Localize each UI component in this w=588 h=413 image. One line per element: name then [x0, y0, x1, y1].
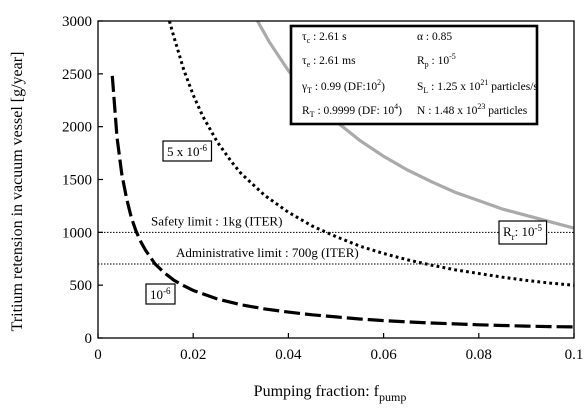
x-tick-label-3: 0.06 — [370, 347, 397, 363]
parameter-value: : 2.61 s — [310, 31, 347, 43]
series-line-1 — [167, 21, 574, 287]
parameter-tail: particles — [485, 105, 527, 117]
parameter-symbol: α — [417, 31, 423, 43]
x-tick-label-1: 0.02 — [180, 347, 206, 363]
parameter-value: : 2.61 ms — [310, 55, 356, 67]
series-label-name: 10 — [150, 287, 163, 302]
parameter-value: : 10 — [429, 55, 450, 67]
parameter-3: Rp : 10-5 — [417, 52, 456, 69]
series-label-text-1: 5 x 10-6 — [167, 143, 207, 159]
parameter-superscript: 23 — [477, 102, 485, 111]
parameter-1: α : 0.85 — [417, 31, 452, 43]
y-tick-label-2: 1000 — [62, 225, 92, 241]
parameter-symbol: R — [302, 105, 310, 117]
x-tick-label-2: 0.04 — [275, 347, 302, 363]
parameter-superscript: -5 — [449, 52, 456, 61]
series-label-suffix: : 10 — [515, 224, 535, 239]
parameter-5: SL : 1.25 x 1021 particles/s — [417, 78, 538, 95]
series-labels: 10-65 x 10-6Rr: 10-5 — [145, 140, 548, 305]
series-label-box-2 — [498, 220, 548, 245]
parameter-value: : 1.48 x 10 — [425, 105, 477, 117]
series-label-sup: -6 — [163, 286, 171, 296]
reference-label-1: Administrative limit : 700g (ITER) — [176, 245, 359, 260]
y-tick-label-3: 1500 — [62, 173, 92, 189]
reference-label-0: Safety limit : 1kg (ITER) — [151, 213, 282, 228]
x-tick-label-0: 0 — [94, 347, 102, 363]
parameter-value: : 1.25 x 10 — [428, 81, 480, 93]
parameter-superscript: 4 — [394, 102, 398, 111]
y-tick-label-0: 0 — [85, 331, 93, 347]
parameter-subscript: T — [310, 110, 315, 119]
parameter-symbol: γ — [301, 81, 307, 93]
parameter-tail: particles/s — [488, 81, 538, 93]
parameter-symbol: τ — [302, 55, 307, 67]
parameter-subscript: L — [423, 86, 428, 95]
series-label-sup: -5 — [535, 223, 543, 233]
series-label-text-0: 10-6 — [150, 286, 171, 302]
y-axis-title: Tritium retension in vacuum vessel [g/ye… — [9, 52, 26, 332]
x-axis-title-main: Pumping fraction: f — [254, 383, 380, 400]
y-tick-label-4: 2000 — [62, 120, 92, 136]
parameter-subscript: e — [307, 60, 311, 69]
series-line-0 — [110, 75, 574, 329]
parameter-symbol: τ — [302, 31, 307, 43]
series-label-sub: r — [512, 232, 515, 242]
x-tick-label-4: 0.08 — [466, 347, 492, 363]
parameter-box-frame — [289, 24, 539, 126]
parameter-subscript: T — [307, 86, 312, 95]
parameter-superscript: 2 — [377, 78, 381, 87]
parameter-0: τc : 2.61 s — [302, 31, 347, 45]
y-tick-label-5: 2500 — [62, 67, 92, 83]
parameter-7: N : 1.48 x 1023 particles — [417, 102, 528, 117]
series-label-2: Rr: 10-5 — [498, 220, 548, 245]
parameter-6: RT : 0.9999 (DF: 104) — [302, 102, 402, 119]
parameter-subscript: p — [425, 60, 429, 69]
parameter-subscript: c — [307, 36, 311, 45]
parameter-value: : 0.9999 (DF: 10 — [315, 105, 395, 117]
parameter-tail: ) — [381, 81, 385, 93]
series-label-0: 10-6 — [145, 283, 176, 305]
y-tick-label-1: 500 — [70, 278, 93, 294]
parameter-4: γT : 0.99 (DF:102) — [301, 78, 385, 95]
x-tick-label-5: 0.1 — [565, 347, 584, 363]
series-label-box-0 — [145, 283, 176, 305]
y-tick-label-6: 3000 — [62, 14, 92, 30]
parameter-symbol: S — [417, 81, 423, 93]
series-label-name: 5 x 10 — [167, 144, 200, 159]
parameter-value: : 0.85 — [423, 31, 452, 43]
reference-lines: Safety limit : 1kg (ITER) Administrative … — [98, 213, 574, 265]
parameter-superscript: 21 — [480, 78, 488, 87]
series-label-sup: -6 — [200, 143, 208, 153]
series-label-1: 5 x 10-6 — [162, 140, 213, 162]
series-label-box-1 — [162, 140, 213, 162]
series-label-name: R — [503, 224, 512, 239]
parameter-value: : 0.99 (DF:10 — [312, 81, 377, 93]
x-axis-title-subscript: pump — [379, 390, 406, 404]
parameter-symbol: R — [417, 55, 425, 67]
series-label-text-2: Rr: 10-5 — [503, 223, 543, 242]
parameter-2: τe : 2.61 ms — [302, 55, 356, 69]
x-axis-title: Pumping fraction: fpump — [254, 383, 407, 404]
axis-ticks: 0 0.02 0.04 0.06 0.08 0.1 0 500 1000 1500 2000 2500… — [62, 14, 583, 363]
parameter-tail: ) — [398, 105, 402, 117]
parameter-symbol: N — [417, 105, 426, 117]
